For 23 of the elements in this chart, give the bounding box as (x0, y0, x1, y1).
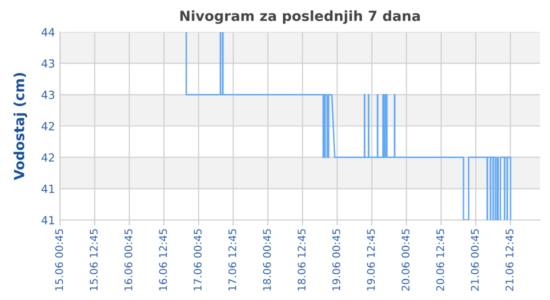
x-tick-label: 17.06 12:45 (228, 229, 236, 290)
y-tick-label: 44 (42, 28, 55, 36)
x-tick-label: 18.06 00:45 (263, 229, 271, 290)
x-tick-label: 21.06 00:45 (470, 229, 479, 291)
x-tick-label: 19.06 12:45 (366, 229, 375, 290)
x-tick-label: 17.06 00:45 (194, 229, 202, 290)
y-tick-label: 42 (42, 153, 54, 162)
x-tick-label: 19.06 00:45 (332, 229, 340, 290)
y-axis-title: Vodostaj (cm) (14, 73, 28, 180)
y-tick-label: 42 (42, 122, 54, 130)
x-tick-label: 16.06 00:45 (124, 229, 132, 290)
x-tick-label: 20.06 12:45 (436, 229, 444, 291)
y-tick-label: 41 (42, 184, 54, 193)
y-tick-label: 43 (42, 59, 54, 68)
chart-title: Nivogram za poslednjih 7 dana (180, 10, 420, 24)
x-tick-label: 16.06 12:45 (159, 229, 167, 290)
x-tick-label: 21.06 12:45 (506, 229, 514, 291)
x-tick-label: 15.06 00:45 (55, 229, 64, 290)
x-tick-label: 20.06 00:45 (402, 229, 410, 291)
y-tick-label: 41 (42, 216, 54, 224)
x-tick-label: 15.06 12:45 (90, 229, 98, 290)
x-tick-label: 18.06 12:45 (298, 229, 306, 290)
y-tick-label: 43 (42, 90, 54, 100)
